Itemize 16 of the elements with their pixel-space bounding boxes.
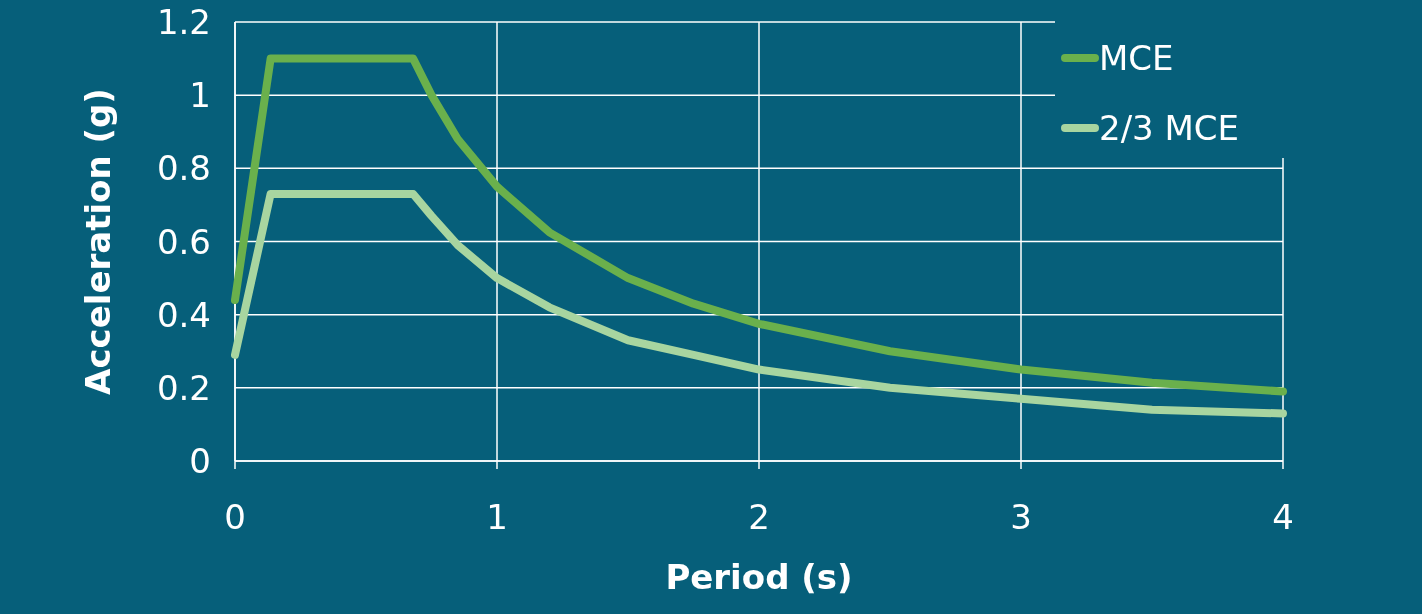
legend-label: MCE: [1099, 38, 1174, 78]
y-tick-label: 0.6: [156, 221, 211, 262]
y-tick-label: 1.2: [156, 2, 211, 42]
legend-label: 2/3 MCE: [1099, 108, 1240, 148]
y-tick-label: 1: [189, 75, 211, 116]
y-axis-title: Acceleration (g): [78, 88, 118, 395]
x-tick-label: 0: [224, 497, 246, 537]
x-tick-label: 4: [1272, 497, 1294, 537]
y-tick-label: 0.8: [156, 148, 211, 189]
x-tick-label: 1: [486, 497, 508, 537]
y-tick-label: 0.2: [156, 367, 211, 408]
y-tick-label: 0.4: [156, 294, 211, 335]
x-axis-title: Period (s): [665, 557, 853, 597]
y-tick-label: 0: [189, 441, 211, 481]
x-tick-label: 3: [1010, 497, 1032, 537]
x-tick-label: 2: [748, 497, 770, 537]
